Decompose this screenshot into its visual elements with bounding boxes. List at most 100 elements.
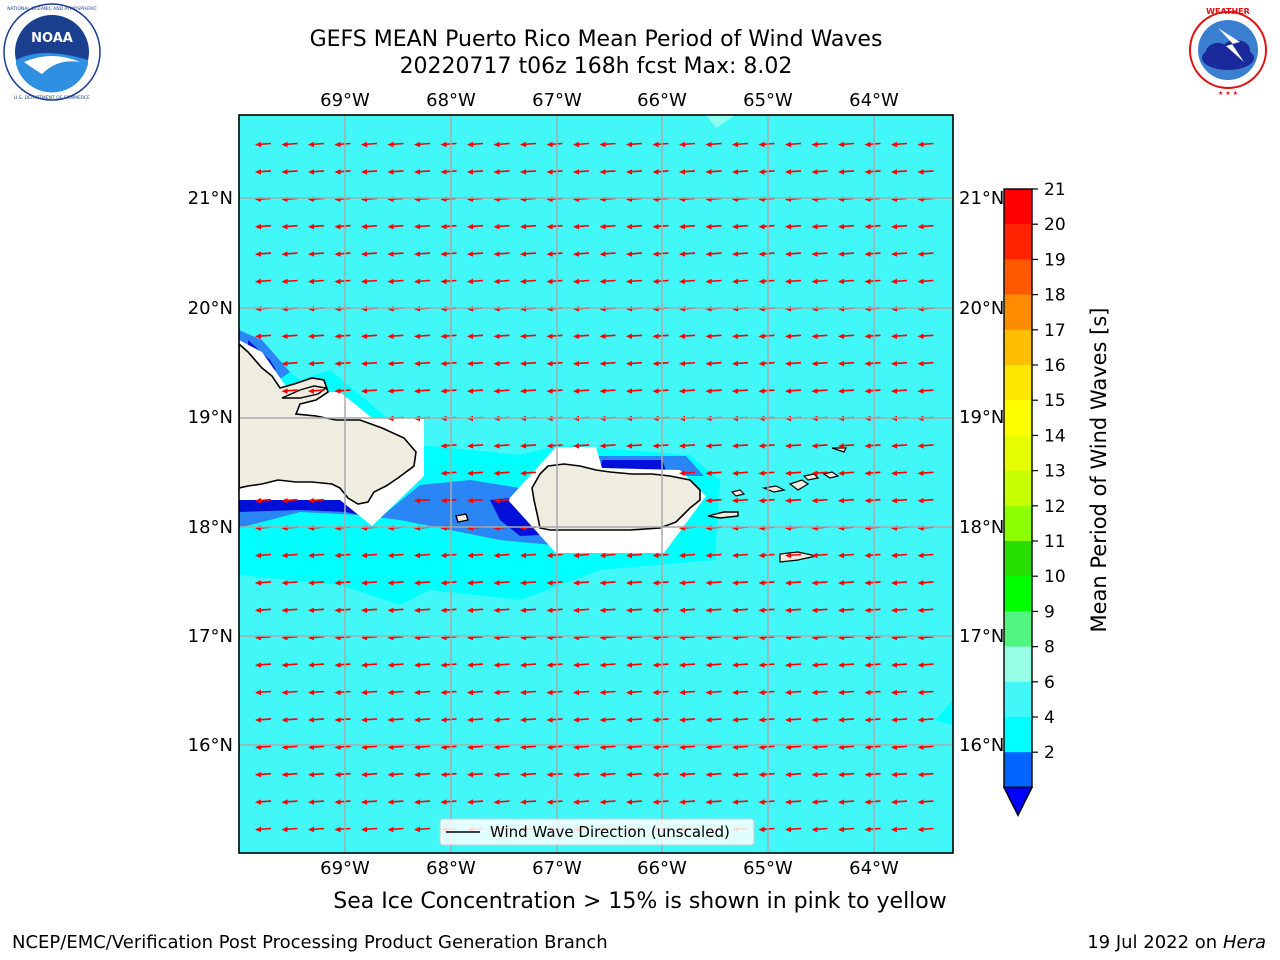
footer-date: 19 Jul 2022 on Hera xyxy=(1087,932,1266,953)
colorbar-segment xyxy=(1004,752,1032,788)
wind-wave-arrow xyxy=(705,224,722,230)
wind-wave-arrow xyxy=(387,278,404,285)
wind-wave-arrow xyxy=(414,607,431,613)
wind-wave-arrow xyxy=(679,552,696,559)
wind-wave-arrow xyxy=(414,689,431,696)
wind-wave-arrow xyxy=(705,744,722,750)
wind-wave-arrow xyxy=(811,607,828,613)
wind-wave-arrow xyxy=(573,361,590,367)
wind-wave-arrow xyxy=(679,251,696,257)
land-culebra xyxy=(730,489,746,497)
wind-wave-arrow xyxy=(520,552,537,559)
wind-wave-arrow xyxy=(891,278,908,285)
wind-wave-arrow xyxy=(520,278,537,285)
wind-wave-arrow xyxy=(281,799,298,805)
wind-wave-arrow xyxy=(493,361,510,367)
wind-wave-arrow xyxy=(387,662,404,668)
wind-wave-arrow xyxy=(626,388,643,394)
wind-wave-arrow xyxy=(308,141,325,148)
wind-wave-arrow xyxy=(573,662,590,668)
wind-wave-arrow xyxy=(626,224,643,230)
land-gonave-north xyxy=(281,385,328,399)
wind-wave-arrow xyxy=(440,772,457,778)
wind-wave-arrow xyxy=(891,470,908,476)
chart-title: GEFS MEAN Puerto Rico Mean Period of Win… xyxy=(309,27,883,52)
wind-wave-arrow xyxy=(705,552,722,559)
wind-wave-arrow xyxy=(732,224,749,230)
wind-wave-arrow xyxy=(626,607,643,613)
wind-wave-arrow xyxy=(440,251,457,257)
lon-tick-bottom: 66°W xyxy=(637,858,687,879)
wind-wave-arrow xyxy=(308,552,325,559)
wind-wave-arrow xyxy=(467,224,484,230)
wind-wave-arrow xyxy=(732,443,749,449)
wind-wave-arrow xyxy=(626,443,643,449)
wind-wave-arrow xyxy=(599,689,616,696)
wind-wave-arrow xyxy=(732,744,749,750)
wind-wave-arrow xyxy=(785,443,802,449)
wind-wave-arrow xyxy=(626,744,643,750)
wind-wave-arrow xyxy=(520,744,537,750)
wind-wave-arrow xyxy=(361,689,378,696)
wind-wave-arrow xyxy=(467,470,484,476)
wind-wave-arrow xyxy=(440,580,457,586)
wind-wave-arrow xyxy=(493,607,510,613)
wind-wave-arrow xyxy=(838,580,855,586)
wind-wave-arrow xyxy=(361,251,378,257)
wind-wave-arrow xyxy=(546,580,563,586)
wind-wave-arrow xyxy=(917,826,934,833)
wind-wave-arrow xyxy=(361,169,378,175)
wind-wave-arrow xyxy=(732,470,749,476)
wind-wave-arrow xyxy=(361,141,378,148)
wind-wave-arrow xyxy=(599,607,616,613)
wind-wave-arrow xyxy=(838,717,855,723)
wind-wave-arrow xyxy=(520,607,537,613)
svg-text:U.S. DEPARTMENT OF COMMERCE: U.S. DEPARTMENT OF COMMERCE xyxy=(14,95,90,101)
wind-wave-arrow xyxy=(626,251,643,257)
colorbar-tick-label: 4 xyxy=(1044,708,1055,728)
wind-wave-arrow xyxy=(520,141,537,148)
wind-wave-arrow xyxy=(811,552,828,559)
wind-wave-arrow xyxy=(599,662,616,668)
wind-wave-arrow xyxy=(811,224,828,230)
wind-wave-arrow xyxy=(546,224,563,230)
wind-wave-arrow xyxy=(361,662,378,668)
wind-wave-arrow xyxy=(308,251,325,257)
wind-wave-arrow xyxy=(838,744,855,750)
wind-wave-arrow xyxy=(334,224,351,230)
wind-wave-arrow xyxy=(334,251,351,257)
wind-wave-arrow xyxy=(387,333,404,339)
wind-wave-arrow xyxy=(440,169,457,175)
wind-wave-arrow xyxy=(493,443,510,449)
wind-wave-arrow xyxy=(334,744,351,750)
wind-wave-arrow xyxy=(520,251,537,257)
wind-wave-arrow xyxy=(440,689,457,696)
wind-wave-arrow xyxy=(467,662,484,668)
wind-wave-arrow xyxy=(308,662,325,668)
wind-wave-arrow xyxy=(334,826,351,833)
wind-wave-arrow xyxy=(546,251,563,257)
colorbar-segment xyxy=(1004,505,1032,542)
wind-wave-arrow xyxy=(520,361,537,367)
colorbar-segment xyxy=(1004,189,1032,225)
wind-wave-arrow xyxy=(281,772,298,778)
wind-wave-arrow xyxy=(281,717,298,723)
wind-wave-arrow xyxy=(705,607,722,613)
wind-wave-arrow xyxy=(838,361,855,367)
wind-wave-arrow xyxy=(493,388,510,394)
wind-wave-arrow xyxy=(467,744,484,750)
colorbar-tick-label: 9 xyxy=(1044,602,1055,622)
lat-tick-left: 16°N xyxy=(188,735,233,756)
wind-wave-arrow xyxy=(440,333,457,339)
wind-wave-arrow xyxy=(255,224,272,230)
map-frame xyxy=(238,114,954,854)
wind-wave-arrow xyxy=(573,772,590,778)
wave-period-zone-deep-pr xyxy=(600,460,666,470)
wind-wave-arrow xyxy=(573,333,590,339)
wind-wave-arrow xyxy=(334,141,351,148)
wind-wave-arrow xyxy=(626,552,643,559)
colorbar-segment xyxy=(1004,681,1032,718)
colorbar-tick-label: 17 xyxy=(1044,321,1066,341)
wind-wave-arrow xyxy=(891,826,908,833)
wind-wave-arrow xyxy=(281,498,298,504)
